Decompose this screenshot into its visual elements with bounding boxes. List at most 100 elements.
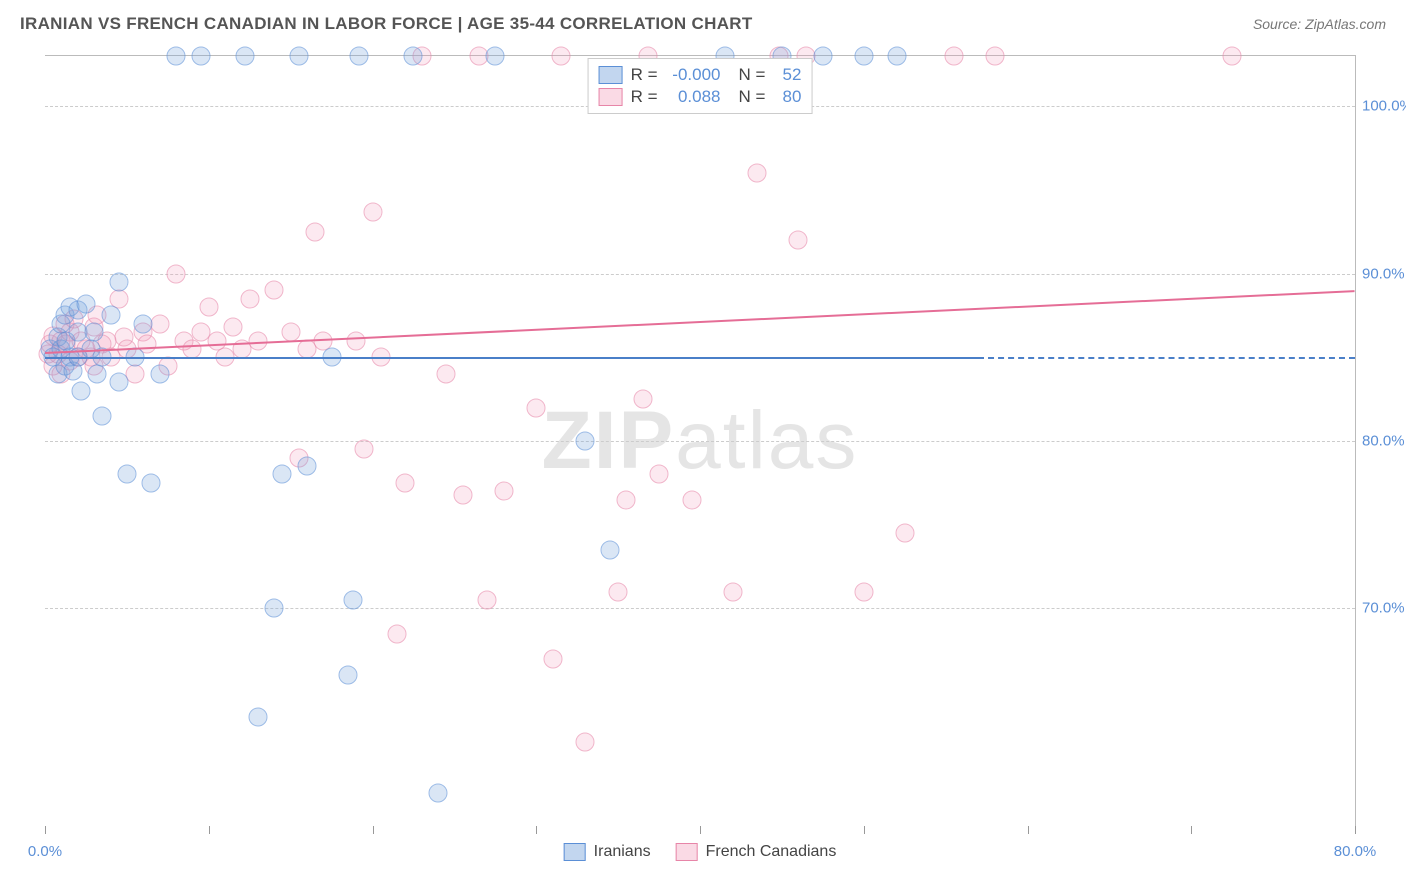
- data-point: [576, 733, 595, 752]
- data-point: [355, 440, 374, 459]
- data-point: [543, 649, 562, 668]
- data-point: [199, 298, 218, 317]
- xtick: [1355, 826, 1356, 834]
- legend-r-label: R =: [631, 65, 658, 85]
- data-point: [347, 331, 366, 350]
- xtick: [864, 826, 865, 834]
- data-point: [429, 783, 448, 802]
- ytick-label: 100.0%: [1362, 98, 1406, 115]
- data-point: [72, 381, 91, 400]
- data-point: [101, 306, 120, 325]
- data-point: [117, 465, 136, 484]
- legend-n-label: N =: [739, 65, 766, 85]
- data-point: [682, 490, 701, 509]
- data-point: [486, 47, 505, 66]
- data-point: [609, 582, 628, 601]
- legend-swatch: [564, 843, 586, 861]
- data-point: [363, 202, 382, 221]
- data-point: [396, 473, 415, 492]
- legend-n-value: 52: [773, 65, 801, 85]
- data-point: [453, 485, 472, 504]
- data-point: [88, 365, 107, 384]
- data-point: [240, 289, 259, 308]
- data-point: [437, 365, 456, 384]
- legend-correlation: R =-0.000N =52R =0.088N =80: [588, 58, 813, 114]
- ytick-label: 80.0%: [1362, 433, 1406, 450]
- xtick: [373, 826, 374, 834]
- data-point: [306, 222, 325, 241]
- xtick: [45, 826, 46, 834]
- data-point: [350, 47, 369, 66]
- data-point: [93, 406, 112, 425]
- data-point: [887, 47, 906, 66]
- ytick-label: 90.0%: [1362, 265, 1406, 282]
- data-point: [338, 666, 357, 685]
- xtick-label: 80.0%: [1334, 843, 1377, 860]
- data-point: [617, 490, 636, 509]
- data-point: [551, 47, 570, 66]
- data-point: [478, 591, 497, 610]
- xtick: [700, 826, 701, 834]
- data-point: [76, 294, 95, 313]
- data-point: [494, 482, 513, 501]
- data-point: [167, 47, 186, 66]
- gridline: [45, 441, 1355, 442]
- data-point: [150, 365, 169, 384]
- xtick: [536, 826, 537, 834]
- data-point: [109, 272, 128, 291]
- data-point: [248, 708, 267, 727]
- data-point: [576, 432, 595, 451]
- data-point: [109, 373, 128, 392]
- data-point: [895, 524, 914, 543]
- data-point: [650, 465, 669, 484]
- data-point: [134, 314, 153, 333]
- legend-series-item: French Canadians: [676, 843, 837, 861]
- legend-swatch: [599, 88, 623, 106]
- data-point: [183, 339, 202, 358]
- legend-r-label: R =: [631, 87, 658, 107]
- data-point: [126, 365, 145, 384]
- data-point: [854, 582, 873, 601]
- data-point: [265, 599, 284, 618]
- data-point: [191, 47, 210, 66]
- data-point: [142, 473, 161, 492]
- data-point: [600, 540, 619, 559]
- data-point: [813, 47, 832, 66]
- data-point: [404, 47, 423, 66]
- legend-series-label: Iranians: [594, 843, 651, 861]
- data-point: [265, 281, 284, 300]
- data-point: [235, 47, 254, 66]
- legend-swatch: [599, 66, 623, 84]
- scatter-plot: ZIPatlas R =-0.000N =52R =0.088N =80 Ira…: [45, 55, 1356, 826]
- xtick: [209, 826, 210, 834]
- legend-series-item: Iranians: [564, 843, 651, 861]
- data-point: [85, 323, 104, 342]
- trend-line: [45, 357, 978, 359]
- legend-row: R =0.088N =80: [599, 87, 802, 107]
- ytick-label: 70.0%: [1362, 600, 1406, 617]
- data-point: [633, 390, 652, 409]
- data-point: [985, 47, 1004, 66]
- data-point: [388, 624, 407, 643]
- data-point: [527, 398, 546, 417]
- data-point: [273, 465, 292, 484]
- data-point: [723, 582, 742, 601]
- data-point: [1223, 47, 1242, 66]
- data-point: [248, 331, 267, 350]
- gridline: [45, 274, 1355, 275]
- chart-title: IRANIAN VS FRENCH CANADIAN IN LABOR FORC…: [20, 14, 753, 34]
- data-point: [224, 318, 243, 337]
- legend-row: R =-0.000N =52: [599, 65, 802, 85]
- trend-line: [978, 357, 1355, 359]
- data-point: [281, 323, 300, 342]
- data-point: [298, 457, 317, 476]
- legend-n-value: 80: [773, 87, 801, 107]
- data-point: [854, 47, 873, 66]
- legend-r-value: 0.088: [666, 87, 721, 107]
- data-point: [167, 264, 186, 283]
- data-point: [289, 47, 308, 66]
- data-point: [150, 314, 169, 333]
- source-label: Source: ZipAtlas.com: [1253, 16, 1386, 32]
- data-point: [789, 231, 808, 250]
- legend-swatch: [676, 843, 698, 861]
